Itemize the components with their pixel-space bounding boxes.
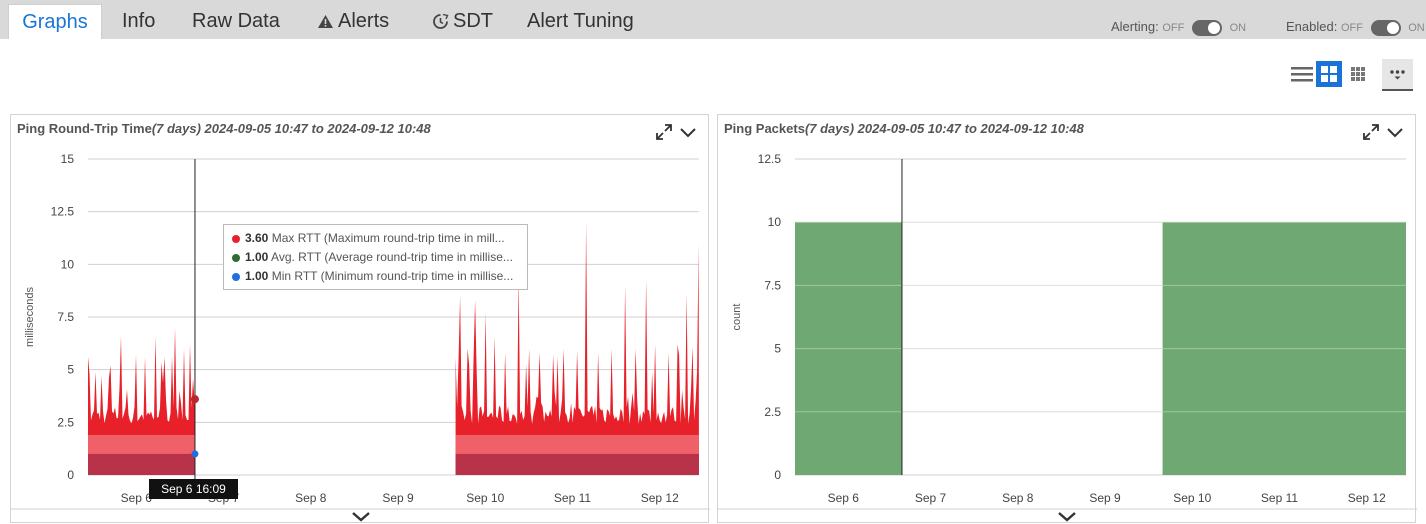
tooltip-min-value: 1.00 [245,269,269,283]
rtt-y-tick-label: 12.5 [51,205,75,219]
rtt-x-tick-label: Sep 8 [295,491,327,505]
chart-tooltip: 3.60 Max RTT (Maximum round-trip time in… [223,224,528,290]
tab-info-label: Info [122,10,156,32]
chevron-down-icon[interactable] [1056,511,1078,523]
packets-x-tick-label: Sep 7 [915,491,947,505]
rtt-y-tick-label: 7.5 [57,310,74,324]
packets-bar [795,222,902,475]
grid-2-view-icon[interactable] [1316,61,1342,87]
enabled-switch-knob [1386,21,1399,34]
tooltip-row-avg: 1.00 Avg. RTT (Average round-trip time i… [232,248,519,267]
grid-3-view-icon[interactable] [1345,61,1371,87]
tooltip-row-max: 3.60 Max RTT (Maximum round-trip time in… [232,229,519,248]
packets-y-tick-label: 2.5 [764,405,781,419]
packets-chart: 0 2.5 5 7.5 10 12.5 Sep 6 Sep 7 Sep 8 Sep 9 Sep 10… [718,152,1417,510]
tooltip-avg-value: 1.00 [245,250,269,264]
rtt-y-tick-label: 0 [67,468,74,482]
packets-x-tick-label: Sep 9 [1089,491,1121,505]
min-dot-icon [232,272,240,281]
tooltip-max-label: Max RTT (Maximum round-trip time in mill… [271,231,505,245]
tab-graphs[interactable]: Graphs [8,4,102,39]
warning-icon [318,15,333,29]
rtt-x-tick-label: Sep 9 [382,491,414,505]
tab-raw-data[interactable]: Raw Data [192,4,280,39]
packets-x-tick-label: Sep 8 [1002,491,1034,505]
enabled-off-label: OFF [1340,22,1363,34]
tooltip-max-value: 3.60 [245,231,269,245]
tab-sdt-label: SDT [453,10,493,32]
alerting-label: Alerting: [1111,19,1159,34]
tab-sdt[interactable]: SDT [432,4,493,39]
packets-title: Ping Packets [724,121,805,136]
min-rtt-marker [191,450,199,458]
alerting-switch[interactable] [1191,19,1222,36]
tab-info[interactable]: Info [122,4,155,39]
packets-y-axis-title: count [731,304,743,331]
rtt-title: Ping Round-Trip Time [17,121,152,136]
min-rtt-series [88,453,195,475]
alerting-off-label: OFF [1162,22,1185,34]
chevron-down-icon[interactable] [1386,123,1404,141]
packets-x-tick-label: Sep 6 [828,491,860,505]
rtt-y-axis-title: milliseconds [24,287,36,347]
chevron-down-icon[interactable] [350,511,372,523]
packets-y-tick-label: 7.5 [764,278,781,292]
rtt-x-tick-label: Sep 6 [121,491,153,505]
tab-alert-tuning[interactable]: Alert Tuning [527,4,634,39]
enabled-label: Enabled: [1286,19,1338,34]
packets-x-tick-label: Sep 10 [1173,491,1211,505]
more-options-icon[interactable] [1382,59,1413,91]
tooltip-min-label: Min RTT (Minimum round-trip time in mill… [271,269,514,283]
chevron-down-icon[interactable] [679,123,697,141]
tab-raw-data-label: Raw Data [192,10,280,32]
list-view-icon[interactable] [1289,61,1315,87]
sdt-clock-icon [433,14,449,30]
tab-bar: Graphs Info Raw Data Alerts SDT Alert Tu… [0,0,1426,39]
rtt-x-tick-label: Sep 11 [554,491,591,505]
packets-x-tick-label: Sep 12 [1348,491,1386,505]
alerting-on-label: ON [1229,22,1247,34]
tooltip-avg-label: Avg. RTT (Average round-trip time in mil… [271,250,513,264]
tab-alerts-label: Alerts [338,10,390,32]
enabled-toggle-group: Enabled: OFF ON [1286,16,1425,39]
tab-alerts[interactable]: Alerts [317,4,389,39]
crosshair-time-label: Sep 6 16:09 [149,479,238,499]
rtt-x-tick-label: Sep 12 [641,491,679,505]
packets-bar [1162,222,1406,475]
alerting-toggle-group: Alerting: OFF ON [1111,16,1246,39]
packets-range: (7 days) 2024-09-05 10:47 to 2024-09-12 … [804,121,1084,136]
rtt-y-tick-label: 2.5 [57,415,74,429]
packets-x-tick-label: Sep 11 [1261,491,1298,505]
enabled-on-label: ON [1408,22,1425,34]
packets-panel-title: Ping Packets(7 days) 2024-09-05 10:47 to… [724,121,1084,136]
packets-y-tick-label: 0 [774,468,781,482]
expand-icon[interactable] [655,123,673,141]
expand-icon[interactable] [1362,123,1380,141]
avg-dot-icon [232,253,240,262]
max-dot-icon [232,234,240,243]
tooltip-row-min: 1.00 Min RTT (Minimum round-trip time in… [232,267,519,286]
min-rtt-series [455,453,699,475]
packets-y-tick-label: 5 [774,342,781,356]
rtt-y-tick-label: 5 [67,363,74,377]
tab-alert-tuning-label: Alert Tuning [527,10,634,32]
tab-graphs-label: Graphs [22,11,88,33]
max-rtt-marker [190,395,199,404]
enabled-switch[interactable] [1370,19,1401,36]
packets-y-tick-label: 10 [768,215,782,229]
rtt-panel-title: Ping Round-Trip Time(7 days) 2024-09-05 … [17,121,431,136]
packets-y-tick-label: 12.5 [758,152,782,166]
rtt-x-tick-label: Sep 10 [466,491,504,505]
rtt-range: (7 days) 2024-09-05 10:47 to 2024-09-12 … [151,121,431,136]
alerting-switch-knob [1207,21,1220,34]
rtt-y-tick-label: 10 [61,257,75,271]
packets-graph-panel: 0 2.5 5 7.5 10 12.5 Sep 6 Sep 7 Sep 8 Sep 9 Sep 10… [717,114,1417,523]
rtt-y-tick-label: 15 [61,152,75,166]
